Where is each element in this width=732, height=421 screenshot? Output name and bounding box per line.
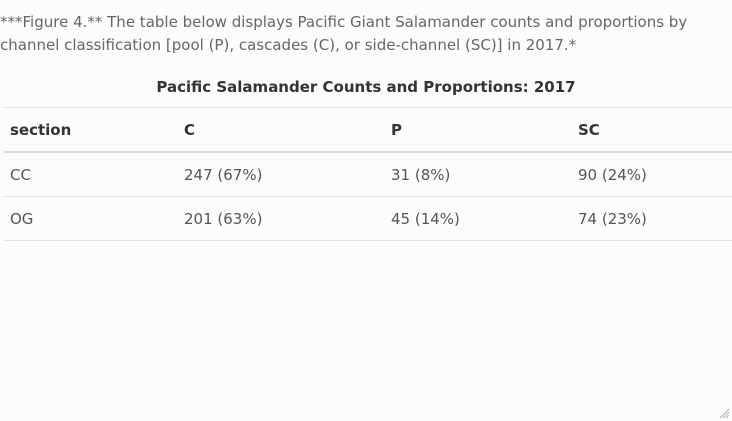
table-row: CC 247 (67%) 31 (8%) 90 (24%)	[4, 152, 732, 197]
cell-c: 201 (63%)	[184, 209, 263, 228]
salamander-table: section C P SC CC 247 (67%) 31 (8%) 90 (…	[4, 107, 732, 241]
cell-sc: 90 (24%)	[578, 165, 647, 184]
figure-caption: ***Figure 4.** The table below displays …	[0, 13, 688, 54]
cell-section: CC	[10, 165, 31, 184]
column-header-sc: SC	[578, 120, 600, 139]
cell-p: 31 (8%)	[391, 165, 451, 184]
cell-sc: 74 (23%)	[578, 209, 647, 228]
table-header-row: section C P SC	[4, 107, 732, 152]
table-title: Pacific Salamander Counts and Proportion…	[156, 78, 576, 96]
cell-c: 247 (67%)	[184, 165, 263, 184]
resize-grip-icon[interactable]	[718, 407, 730, 419]
column-header-section: section	[10, 120, 72, 139]
column-header-c: C	[184, 120, 196, 139]
table-body: CC 247 (67%) 31 (8%) 90 (24%) OG 201 (63…	[4, 152, 732, 241]
table-row: OG 201 (63%) 45 (14%) 74 (23%)	[4, 197, 732, 241]
cell-p: 45 (14%)	[391, 209, 460, 228]
column-header-p: P	[391, 120, 402, 139]
cell-section: OG	[10, 209, 34, 228]
table-header: section C P SC	[4, 107, 732, 152]
